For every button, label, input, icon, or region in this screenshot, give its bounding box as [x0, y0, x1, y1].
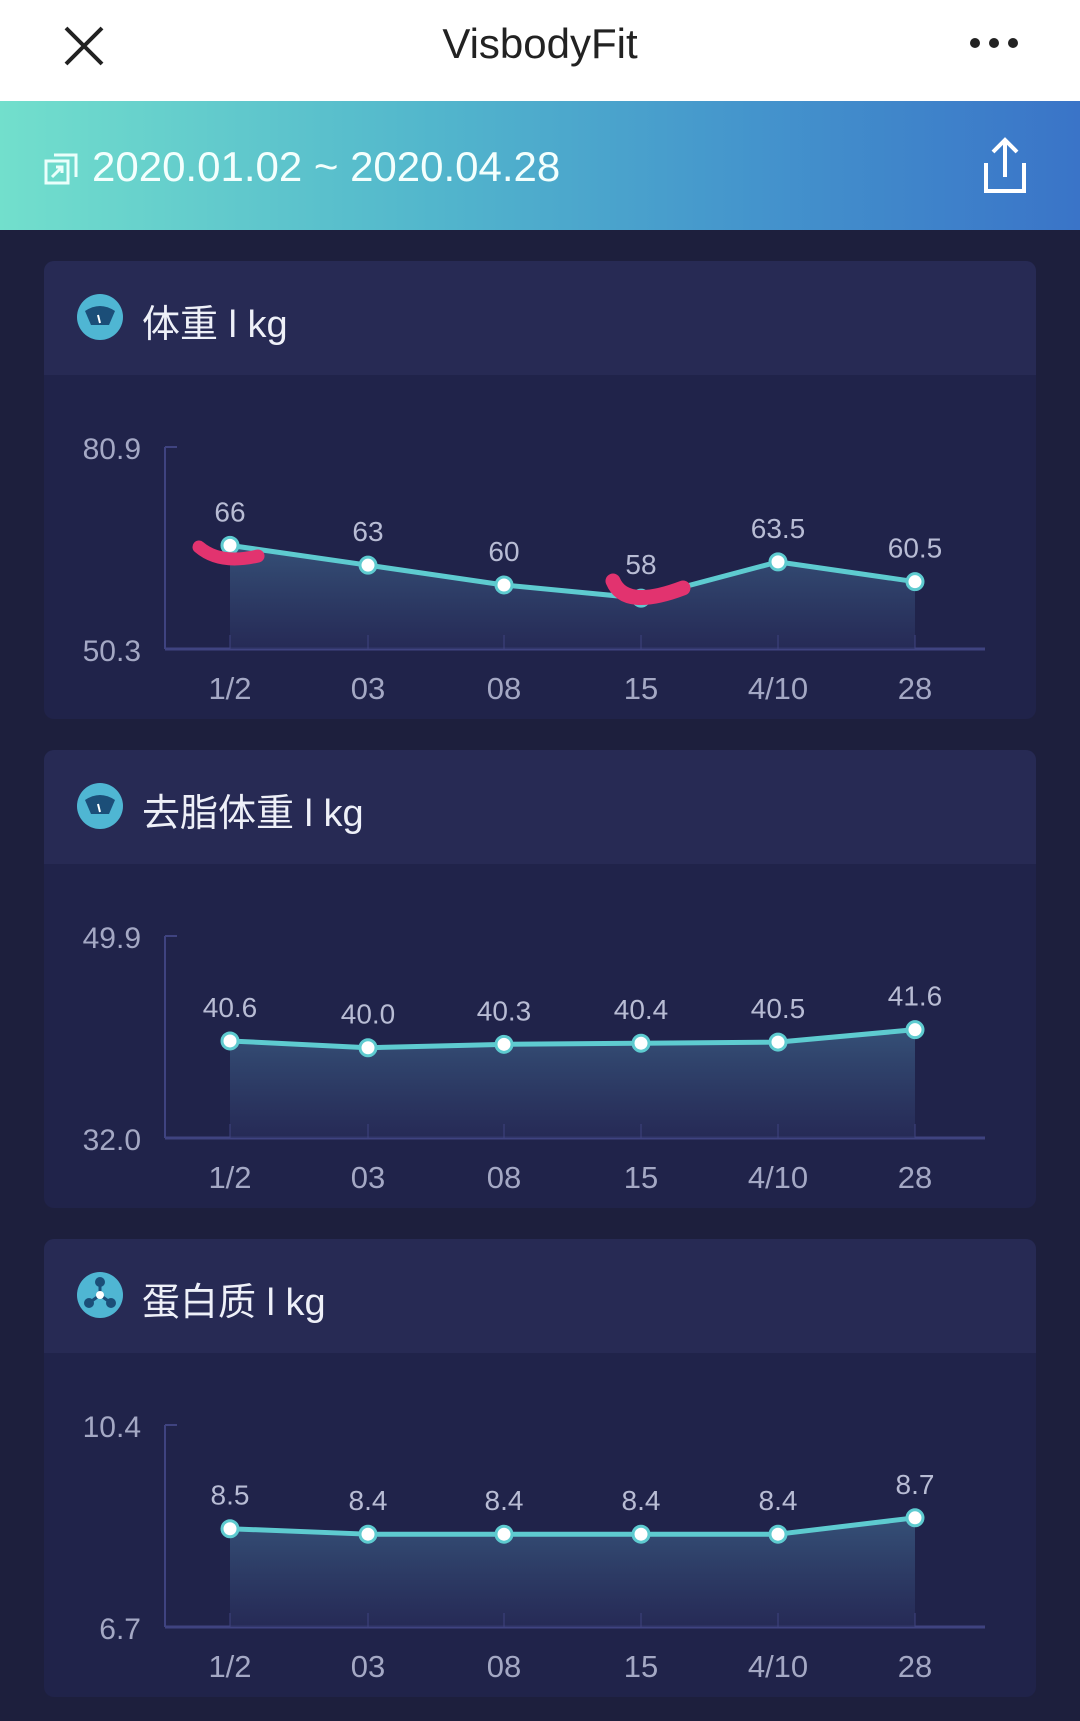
data-point: [358, 555, 378, 575]
x-tick-label: 03: [351, 1160, 385, 1195]
data-label: 40.0: [341, 999, 396, 1030]
data-point: [768, 552, 788, 572]
data-point: [358, 1038, 378, 1058]
app-title: VisbodyFit: [442, 20, 638, 67]
data-label: 8.7: [896, 1469, 935, 1500]
x-tick-label: 1/2: [208, 1160, 251, 1195]
card-title: 蛋白质 l kg: [142, 1282, 326, 1324]
card-title: 体重 l kg: [142, 304, 288, 346]
data-label: 40.5: [751, 993, 806, 1024]
share-icon[interactable]: [980, 137, 1030, 195]
x-tick-label: 08: [487, 671, 521, 706]
data-label: 41.6: [888, 981, 943, 1012]
x-tick-label: 28: [898, 1649, 932, 1684]
x-tick-label: 28: [898, 1160, 932, 1195]
data-point: [220, 1031, 240, 1051]
data-point: [631, 588, 651, 608]
data-label: 60: [488, 536, 519, 567]
data-point: [494, 575, 514, 595]
weight-chart: 80.9 50.3 66 1/2 63 03 60 08 58 15 63.5 4/10 60.5 28: [83, 433, 985, 706]
data-label: 8.5: [211, 1480, 250, 1511]
data-point: [905, 572, 925, 592]
protein-card: 蛋白质 l kg 10.4 6.7 8.5 1/2 8.4 03 8.4 08 8.4 15 8.4…: [44, 1239, 1036, 1697]
x-tick-label: 4/10: [748, 1649, 808, 1684]
card-title: 去脂体重 l kg: [142, 793, 364, 835]
data-label: 8.4: [349, 1485, 388, 1516]
data-point: [631, 1033, 651, 1053]
area-fill: [230, 1029, 915, 1138]
data-label: 63.5: [751, 513, 806, 544]
data-point: [905, 1020, 925, 1040]
x-tick-label: 15: [624, 1649, 658, 1684]
close-icon[interactable]: [62, 24, 106, 68]
data-point: [768, 1524, 788, 1544]
data-point: [358, 1524, 378, 1544]
x-tick-label: 1/2: [208, 671, 251, 706]
y-tick-label: 50.3: [83, 635, 141, 668]
x-tick-label: 15: [624, 671, 658, 706]
data-label: 8.4: [759, 1485, 798, 1516]
data-point: [220, 535, 240, 555]
data-label: 66: [214, 496, 245, 527]
weight-card: 体重 l kg 80.9 50.3 66 1/2 63 03 60 08 58 15 63.5 4/1…: [44, 261, 1036, 719]
x-tick-label: 03: [351, 1649, 385, 1684]
x-tick-label: 1/2: [208, 1649, 251, 1684]
series-line: [229, 1515, 916, 1537]
date-range-bar: 2020.01.02 ~ 2020.04.28: [0, 101, 1080, 230]
data-point: [905, 1508, 925, 1528]
data-label: 40.4: [614, 994, 669, 1025]
data-label: 60.5: [888, 533, 943, 564]
data-point: [220, 1519, 240, 1539]
data-label: 40.6: [203, 992, 258, 1023]
y-tick-label: 80.9: [83, 433, 141, 466]
data-point: [494, 1034, 514, 1054]
lean-mass-card: 去脂体重 l kg 49.9 32.0 40.6 1/2 40.0 03 40.3 08 40.…: [44, 750, 1036, 1208]
y-tick-label: 10.4: [83, 1411, 141, 1444]
scale-icon: [77, 783, 123, 829]
more-icon[interactable]: [968, 36, 1020, 50]
x-tick-label: 28: [898, 671, 932, 706]
x-tick-label: 4/10: [748, 671, 808, 706]
x-tick-label: 08: [487, 1649, 521, 1684]
y-tick-label: 6.7: [99, 1613, 141, 1646]
area-fill: [230, 1517, 915, 1627]
series-line: [229, 542, 916, 601]
x-tick-label: 4/10: [748, 1160, 808, 1195]
date-range-icon[interactable]: [44, 151, 80, 187]
x-tick-label: 08: [487, 1160, 521, 1195]
data-label: 8.4: [622, 1485, 661, 1516]
data-point: [494, 1524, 514, 1544]
series-line: [229, 1027, 916, 1051]
data-label: 40.3: [477, 995, 532, 1026]
protein-chart: 10.4 6.7 8.5 1/2 8.4 03 8.4 08 8.4 15 8.4 4/10 8.7 28: [83, 1411, 985, 1684]
y-tick-label: 32.0: [83, 1124, 141, 1157]
molecule-icon: [77, 1272, 123, 1318]
date-range[interactable]: 2020.01.02 ~ 2020.04.28: [92, 143, 561, 190]
y-tick-label: 49.9: [83, 922, 141, 955]
data-point: [768, 1032, 788, 1052]
data-point: [631, 1524, 651, 1544]
data-label: 63: [352, 516, 383, 547]
lean-mass-chart: 49.9 32.0 40.6 1/2 40.0 03 40.3 08 40.4 15 40.5 4/1…: [83, 922, 985, 1195]
top-bar: VisbodyFit: [0, 0, 1080, 101]
x-tick-label: 15: [624, 1160, 658, 1195]
data-label: 8.4: [485, 1485, 524, 1516]
x-tick-label: 03: [351, 671, 385, 706]
scale-icon: [77, 294, 123, 340]
data-label: 58: [625, 549, 656, 580]
